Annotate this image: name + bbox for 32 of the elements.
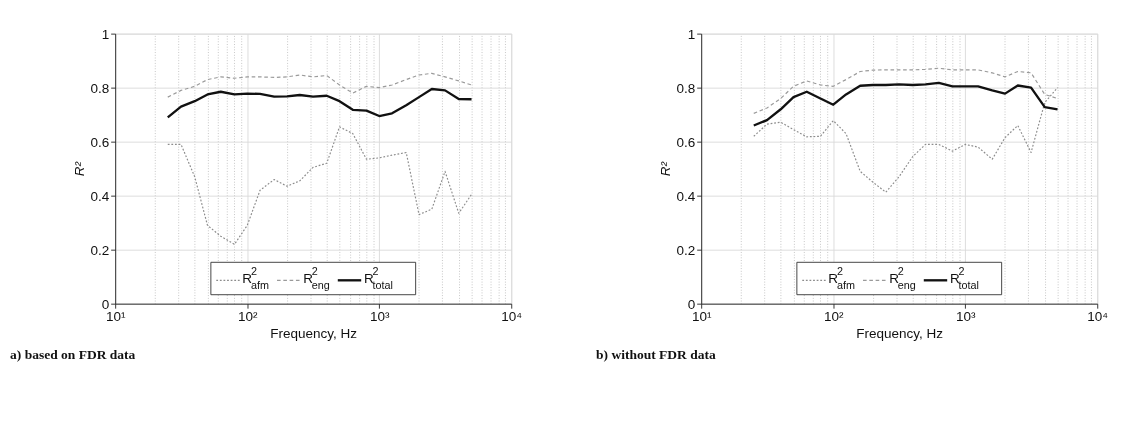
x-axis-title: Frequency, Hz	[856, 326, 944, 342]
x-tick-label: 10⁴	[1087, 309, 1109, 325]
y-tick-label: 0.6	[90, 134, 110, 150]
y-axis-title: R²	[658, 161, 674, 177]
x-axis-title: Frequency, Hz	[270, 326, 358, 342]
x-tick-label: 10³	[955, 309, 976, 325]
y-tick-label: 0.6	[676, 134, 696, 150]
y-tick-label: 0.4	[90, 188, 110, 204]
y-tick-label: 0.2	[676, 242, 696, 258]
line-series	[753, 67, 1059, 114]
y-tick-label: 0.2	[90, 242, 110, 258]
x-tick-label: 10²	[237, 309, 258, 325]
x-tick-label: 10¹	[105, 309, 126, 325]
y-tick-label: 0.8	[676, 80, 696, 96]
line-series	[167, 72, 473, 98]
x-tick-label: 10¹	[691, 309, 712, 325]
line-series	[166, 87, 473, 119]
y-tick-label: 0.4	[676, 188, 696, 204]
y-tick-label: 1	[101, 26, 110, 42]
x-tick-label: 10²	[823, 309, 844, 325]
text: b) without FDR data	[596, 346, 716, 362]
line-series	[167, 126, 473, 245]
y-tick-label: 1	[687, 26, 696, 42]
text: a) based on FDR data	[10, 346, 136, 362]
y-tick-label: 0	[687, 296, 696, 312]
y-tick-label: 0.8	[90, 80, 110, 96]
x-tick-label: 10⁴	[501, 309, 523, 325]
x-tick-label: 10³	[369, 309, 390, 325]
y-axis-title: R²	[72, 161, 88, 177]
line-series	[752, 81, 1059, 127]
line-series	[753, 87, 1059, 193]
y-tick-label: 0	[101, 296, 110, 312]
